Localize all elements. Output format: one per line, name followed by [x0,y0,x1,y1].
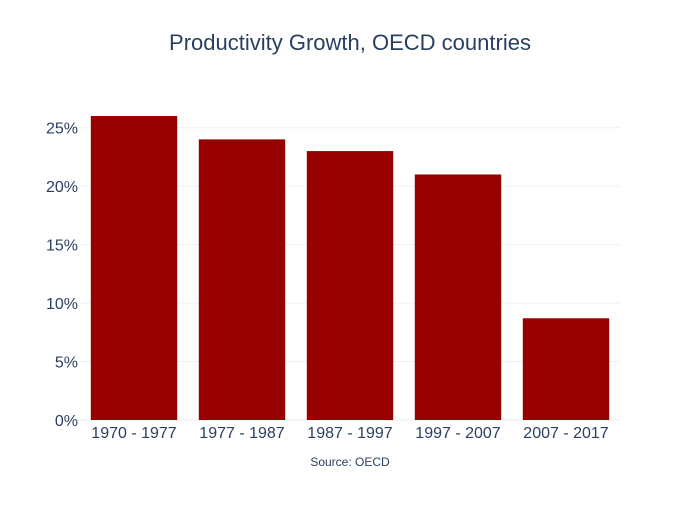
bar-2[interactable] [198,139,286,420]
y-tick-label: 20% [46,179,78,196]
y-tick-label: 0% [55,413,78,430]
bars [90,116,610,421]
x-tick-label: 1970 - 1977 [91,425,177,442]
y-tick-label: 25% [46,121,78,138]
y-tick-label: 10% [46,296,78,313]
x-tick-label: 1997 - 2007 [415,425,501,442]
x-tick-label: 1977 - 1987 [199,425,285,442]
y-tick-label: 15% [46,238,78,255]
chart-title: Productivity Growth, OECD countries [169,30,531,55]
bar-4[interactable] [414,174,502,420]
y-tick-label: 5% [55,355,78,372]
bar-1[interactable] [90,116,178,420]
bar-5[interactable] [522,318,610,420]
source-annotation: Source: OECD [310,455,390,469]
x-tick-label: 2007 - 2017 [523,425,609,442]
axes: 0% 5% 10% 15% 20% 25% 1970 - 1977 1977 - 1987 19… [46,121,609,442]
bar-3[interactable] [306,151,394,421]
x-tick-label: 1987 - 1997 [307,425,393,442]
